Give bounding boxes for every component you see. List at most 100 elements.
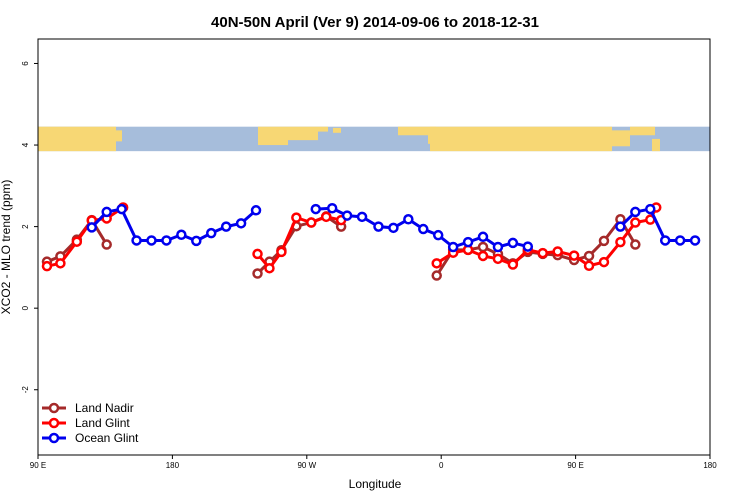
data-point bbox=[403, 214, 414, 225]
data-point bbox=[252, 248, 263, 260]
y-axis: -2 0 2 4 6 bbox=[21, 61, 38, 394]
data-point bbox=[492, 253, 504, 265]
y-tick-label: 4 bbox=[21, 142, 30, 147]
y-tick-label: 2 bbox=[21, 224, 30, 229]
data-point bbox=[101, 239, 112, 250]
x-axis-label: Longitude bbox=[349, 477, 402, 491]
data-point bbox=[131, 235, 142, 246]
legend-marker bbox=[48, 417, 60, 429]
map-land bbox=[333, 127, 341, 133]
data-point bbox=[55, 258, 66, 269]
data-point bbox=[477, 250, 489, 262]
data-point bbox=[552, 246, 563, 257]
map-land bbox=[258, 126, 318, 141]
data-point bbox=[320, 211, 332, 223]
map-land bbox=[258, 138, 288, 146]
data-point bbox=[220, 221, 232, 232]
data-point bbox=[477, 231, 489, 243]
data-point bbox=[447, 241, 459, 253]
x-tick-label: 90 E bbox=[30, 461, 46, 470]
data-point bbox=[235, 218, 247, 229]
map-land bbox=[38, 126, 116, 152]
data-point bbox=[191, 235, 202, 247]
x-axis: 90 E 180 90 W 0 90 E 180 bbox=[30, 455, 717, 470]
world-map-strip bbox=[38, 126, 710, 152]
y-tick-label: -2 bbox=[21, 386, 30, 394]
data-point bbox=[507, 237, 519, 249]
data-point bbox=[205, 227, 217, 239]
data-point bbox=[116, 203, 127, 215]
data-point bbox=[630, 206, 641, 218]
data-point bbox=[252, 268, 263, 279]
series-1 bbox=[41, 202, 662, 274]
data-point bbox=[341, 210, 353, 221]
map-land bbox=[430, 126, 612, 152]
data-point bbox=[306, 217, 317, 228]
data-point bbox=[674, 235, 686, 246]
y-axis-label: XCO2 - MLO trend (ppm) bbox=[0, 180, 13, 315]
map-land bbox=[318, 126, 328, 132]
legend-marker bbox=[48, 432, 60, 444]
data-point bbox=[373, 221, 384, 232]
series-line bbox=[435, 206, 658, 268]
data-point bbox=[462, 236, 474, 248]
data-point bbox=[291, 212, 302, 223]
data-point bbox=[146, 235, 157, 246]
legend-label: Ocean Glint bbox=[75, 431, 139, 445]
legend-marker bbox=[48, 402, 60, 414]
data-point bbox=[418, 223, 429, 235]
map-land bbox=[398, 126, 436, 136]
data-point bbox=[432, 229, 444, 241]
data-point bbox=[431, 270, 442, 281]
map-land bbox=[612, 130, 630, 147]
data-point bbox=[598, 256, 610, 268]
data-point bbox=[645, 203, 656, 215]
x-tick-label: 90 E bbox=[567, 461, 583, 470]
data-point bbox=[71, 236, 83, 247]
data-point bbox=[689, 235, 701, 246]
data-point bbox=[264, 262, 275, 274]
data-point bbox=[310, 203, 322, 215]
data-point bbox=[583, 260, 595, 272]
data-point bbox=[326, 203, 338, 214]
data-point bbox=[388, 222, 399, 234]
legend-label: Land Glint bbox=[75, 416, 130, 430]
map-land bbox=[630, 126, 655, 136]
legend-label: Land Nadir bbox=[75, 401, 134, 415]
x-tick-label: 180 bbox=[166, 461, 180, 470]
x-tick-label: 180 bbox=[703, 461, 717, 470]
data-point bbox=[492, 241, 504, 253]
data-point bbox=[598, 235, 610, 247]
series-2 bbox=[86, 203, 701, 253]
x-tick-label: 0 bbox=[439, 461, 444, 470]
chart-title: 40N-50N April (Ver 9) 2014-09-06 to 2018… bbox=[211, 14, 539, 31]
y-tick-label: 6 bbox=[21, 61, 30, 66]
map-land bbox=[116, 130, 122, 142]
data-point bbox=[176, 229, 187, 241]
data-point bbox=[522, 241, 534, 252]
data-point bbox=[477, 241, 489, 253]
data-point bbox=[568, 250, 580, 261]
data-point bbox=[615, 221, 626, 232]
data-point bbox=[101, 206, 112, 218]
y-tick-label: 0 bbox=[21, 305, 30, 310]
series-layer bbox=[41, 202, 701, 281]
data-point bbox=[86, 222, 98, 233]
data-point bbox=[507, 259, 519, 270]
data-point bbox=[276, 246, 287, 258]
data-point bbox=[615, 236, 626, 248]
plot-frame bbox=[37, 38, 711, 456]
series-line bbox=[90, 207, 258, 243]
data-point bbox=[583, 250, 595, 262]
data-point bbox=[41, 260, 53, 272]
data-point bbox=[630, 239, 641, 250]
data-point bbox=[356, 211, 368, 223]
map-land bbox=[652, 138, 660, 152]
data-point bbox=[431, 258, 442, 269]
x-tick-label: 90 W bbox=[297, 461, 316, 470]
data-point bbox=[659, 235, 671, 246]
data-point bbox=[161, 235, 172, 246]
data-point bbox=[630, 217, 641, 228]
